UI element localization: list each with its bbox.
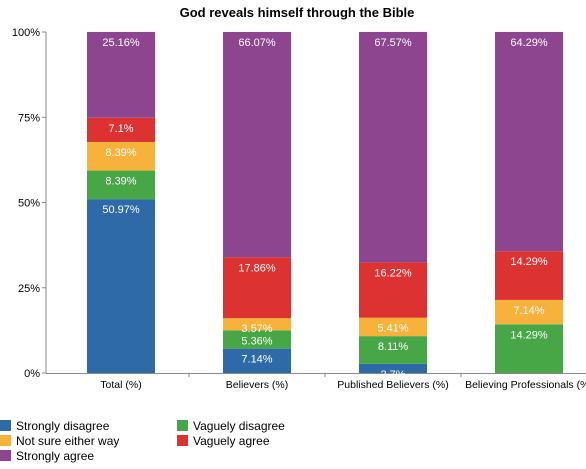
data-label: 14.29%	[510, 256, 548, 268]
legend-swatch	[0, 450, 11, 461]
bar-segment	[87, 31, 155, 118]
y-tick-label: 75%	[18, 112, 40, 124]
data-label: 67.57%	[374, 37, 412, 49]
data-label: 8.39%	[105, 176, 136, 188]
data-label: 64.29%	[510, 37, 548, 49]
bar-segment	[87, 117, 155, 142]
data-label: 7.14%	[241, 354, 272, 366]
data-label: 66.07%	[238, 37, 276, 49]
legend-label: Strongly agree	[16, 449, 94, 463]
bar-segment	[223, 348, 291, 373]
bar-segment	[359, 363, 427, 373]
bar-segment	[359, 262, 427, 318]
legend-swatch	[0, 420, 11, 431]
data-label: 2.7%	[380, 369, 405, 381]
x-tick-label: Published Believers (%)	[337, 379, 448, 391]
bar-segment	[495, 251, 563, 300]
legend-label: Strongly disagree	[16, 419, 110, 433]
bar-segment	[87, 170, 155, 200]
data-label: 5.36%	[241, 335, 272, 347]
chart-title: God reveals himself through the Bible	[180, 5, 415, 20]
data-label: 7.14%	[513, 305, 544, 317]
bar-segment	[223, 32, 291, 258]
y-tick-label: 25%	[18, 283, 40, 295]
data-label: 50.97%	[102, 204, 140, 216]
bar-segment	[223, 318, 291, 331]
bar-segment	[223, 330, 291, 349]
bar-segment	[359, 336, 427, 364]
data-label: 14.29%	[510, 329, 548, 341]
bar-segment	[87, 141, 155, 171]
data-label: 17.86%	[238, 262, 276, 274]
bar-segment	[359, 31, 427, 263]
legend-swatch	[177, 435, 188, 446]
data-label: 8.11%	[378, 341, 409, 353]
bar-segment	[223, 257, 291, 319]
x-tick-label: Believing Professionals (%)	[465, 379, 586, 391]
data-labels: 50.97% 8.39% 8.39% 7.1% 25.16% 7.14% 5.36%3.57…	[102, 37, 548, 381]
y-tick-label: 100%	[12, 27, 40, 39]
bar-segment	[495, 31, 563, 252]
data-label: 16.22%	[374, 267, 412, 279]
bar-segment	[359, 317, 427, 337]
data-label: 25.16%	[102, 37, 140, 49]
bars	[87, 31, 563, 373]
data-label: 8.39%	[105, 147, 136, 159]
legend-label: Not sure either way	[16, 434, 119, 448]
bar-segment	[87, 199, 155, 373]
data-label: 3.57%	[241, 323, 272, 335]
bar-segment	[495, 324, 563, 373]
bar-segment	[495, 299, 563, 325]
y-tick-label: 0%	[24, 368, 40, 380]
data-label: 7.1%	[108, 123, 133, 135]
legend-swatch	[177, 420, 188, 431]
legend-label: Vaguely disagree	[193, 419, 285, 433]
axes: 0% 25% 50% 75% 100% Total (%) Believers (%) Pub…	[12, 27, 586, 391]
x-tick-label: Total (%)	[100, 379, 141, 391]
legend-label: Vaguely agree	[193, 434, 270, 448]
x-tick-label: Believers (%)	[226, 379, 288, 391]
data-label: 5.41%	[377, 323, 408, 335]
y-tick-label: 50%	[18, 198, 40, 210]
legend: Strongly disagree Vaguely disagree Not sur…	[0, 419, 285, 463]
legend-swatch	[0, 435, 11, 446]
